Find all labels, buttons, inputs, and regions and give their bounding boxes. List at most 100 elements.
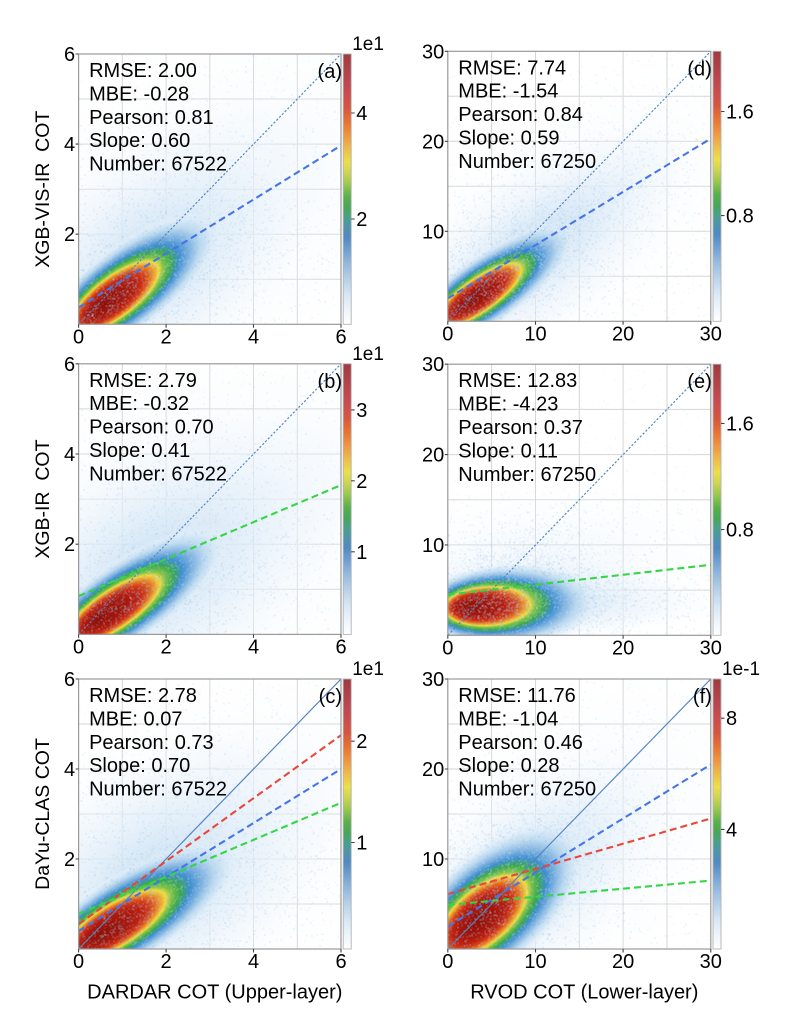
svg-text:3: 3 [356, 400, 367, 422]
svg-text:4: 4 [248, 326, 259, 348]
svg-text:Pearson: 0.70: Pearson: 0.70 [89, 417, 214, 439]
svg-text:(c): (c) [319, 686, 342, 708]
svg-text:2: 2 [356, 209, 367, 231]
svg-text:MBE: 0.07: MBE: 0.07 [89, 708, 182, 730]
svg-text:4: 4 [726, 819, 737, 841]
svg-text:0: 0 [442, 637, 453, 659]
svg-text:1e1: 1e1 [352, 34, 384, 55]
svg-text:4: 4 [248, 636, 259, 658]
svg-text:6: 6 [335, 951, 346, 973]
svg-text:Number: 67250: Number: 67250 [458, 779, 596, 801]
svg-text:10: 10 [524, 323, 546, 345]
svg-text:2: 2 [161, 636, 172, 658]
svg-text:RMSE: 2.78: RMSE: 2.78 [89, 685, 197, 707]
svg-text:10: 10 [422, 221, 444, 243]
svg-text:10: 10 [524, 637, 546, 659]
svg-text:2: 2 [64, 534, 75, 556]
svg-text:2: 2 [161, 326, 172, 348]
svg-text:1.6: 1.6 [726, 102, 754, 124]
svg-text:1e1: 1e1 [352, 659, 384, 680]
svg-text:0: 0 [442, 951, 453, 973]
svg-text:Pearson: 0.46: Pearson: 0.46 [458, 732, 583, 754]
svg-text:6: 6 [64, 669, 75, 691]
svg-text:RMSE: 11.76: RMSE: 11.76 [458, 685, 575, 707]
svg-text:Pearson: 0.73: Pearson: 0.73 [89, 732, 214, 754]
svg-text:DaYu-CLAS COT: DaYu-CLAS COT [32, 738, 54, 890]
svg-text:Slope: 0.70: Slope: 0.70 [89, 755, 190, 777]
svg-text:6: 6 [335, 636, 346, 658]
svg-text:10: 10 [422, 849, 444, 871]
svg-text:0: 0 [73, 326, 84, 348]
svg-text:0: 0 [73, 951, 84, 973]
svg-text:20: 20 [612, 637, 634, 659]
svg-text:RVOD COT (Lower-layer): RVOD COT (Lower-layer) [470, 982, 698, 1004]
svg-text:2: 2 [161, 951, 172, 973]
svg-text:XGB-VIS-IR COT: XGB-VIS-IR COT [32, 111, 54, 268]
svg-text:RMSE: 2.79: RMSE: 2.79 [89, 370, 197, 392]
svg-text:(a): (a) [318, 61, 342, 83]
svg-text:0: 0 [442, 323, 453, 345]
svg-text:MBE: -1.54: MBE: -1.54 [458, 81, 558, 103]
svg-text:1e1: 1e1 [352, 344, 384, 365]
svg-text:20: 20 [422, 445, 444, 467]
svg-text:30: 30 [422, 669, 444, 691]
svg-text:Slope: 0.28: Slope: 0.28 [458, 755, 559, 777]
svg-text:0.8: 0.8 [726, 520, 754, 542]
svg-text:6: 6 [335, 326, 346, 348]
svg-text:2: 2 [64, 849, 75, 871]
svg-text:10: 10 [422, 535, 444, 557]
svg-text:4: 4 [64, 444, 75, 466]
svg-text:30: 30 [422, 354, 444, 376]
svg-text:MBE: -1.04: MBE: -1.04 [458, 708, 558, 730]
svg-text:(f): (f) [693, 686, 712, 708]
svg-text:Pearson: 0.84: Pearson: 0.84 [458, 104, 583, 126]
svg-text:4: 4 [64, 759, 75, 781]
svg-text:(b): (b) [318, 371, 342, 393]
svg-text:6: 6 [64, 44, 75, 66]
svg-text:Slope: 0.59: Slope: 0.59 [458, 128, 559, 150]
svg-text:30: 30 [700, 323, 722, 345]
svg-text:1e-1: 1e-1 [722, 659, 760, 680]
svg-text:RMSE: 2.00: RMSE: 2.00 [89, 60, 197, 82]
svg-text:Number: 67522: Number: 67522 [89, 463, 227, 485]
svg-text:1.6: 1.6 [726, 413, 754, 435]
svg-text:20: 20 [422, 759, 444, 781]
svg-text:0.8: 0.8 [726, 206, 754, 228]
svg-text:20: 20 [422, 131, 444, 153]
svg-text:0: 0 [73, 636, 84, 658]
svg-text:Pearson: 0.37: Pearson: 0.37 [458, 417, 583, 439]
svg-text:MBE: -0.28: MBE: -0.28 [89, 83, 189, 105]
svg-text:1: 1 [356, 542, 367, 564]
svg-text:2: 2 [356, 471, 367, 493]
svg-text:10: 10 [524, 951, 546, 973]
svg-text:Number: 67250: Number: 67250 [458, 464, 596, 486]
svg-text:30: 30 [422, 41, 444, 63]
svg-text:Number: 67250: Number: 67250 [458, 151, 596, 173]
svg-text:20: 20 [612, 951, 634, 973]
svg-text:Number: 67522: Number: 67522 [89, 154, 227, 176]
svg-text:MBE: -4.23: MBE: -4.23 [458, 394, 558, 416]
svg-text:20: 20 [612, 323, 634, 345]
svg-text:6: 6 [64, 354, 75, 376]
svg-text:Slope: 0.11: Slope: 0.11 [458, 440, 558, 462]
svg-text:Pearson: 0.81: Pearson: 0.81 [89, 107, 214, 129]
svg-text:MBE: -0.32: MBE: -0.32 [89, 393, 189, 415]
svg-text:RMSE: 7.74: RMSE: 7.74 [458, 57, 566, 79]
svg-text:XGB-IR COT: XGB-IR COT [32, 439, 54, 558]
svg-text:1: 1 [356, 833, 367, 855]
svg-text:2: 2 [64, 224, 75, 246]
svg-text:4: 4 [356, 103, 367, 125]
svg-text:Slope: 0.60: Slope: 0.60 [89, 130, 190, 152]
svg-text:DARDAR COT (Upper-layer): DARDAR COT (Upper-layer) [87, 982, 342, 1004]
svg-text:RMSE: 12.83: RMSE: 12.83 [458, 370, 577, 392]
svg-text:30: 30 [700, 637, 722, 659]
svg-text:2: 2 [356, 731, 367, 753]
svg-text:(e): (e) [687, 371, 711, 393]
svg-text:30: 30 [700, 951, 722, 973]
svg-text:Number: 67522: Number: 67522 [89, 779, 227, 801]
svg-text:4: 4 [64, 134, 75, 156]
svg-text:4: 4 [248, 951, 259, 973]
svg-text:8: 8 [726, 708, 737, 730]
svg-text:Slope: 0.41: Slope: 0.41 [89, 440, 190, 462]
svg-text:(d): (d) [687, 58, 711, 80]
